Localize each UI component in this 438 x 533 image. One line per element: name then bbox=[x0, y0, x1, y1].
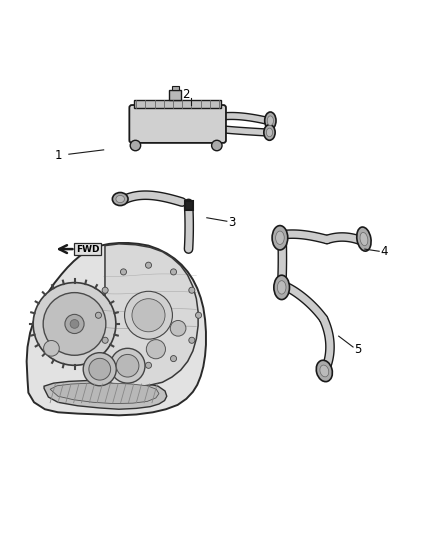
Circle shape bbox=[124, 292, 173, 339]
Circle shape bbox=[89, 358, 111, 380]
Ellipse shape bbox=[266, 128, 272, 137]
Text: 5: 5 bbox=[355, 343, 362, 356]
Circle shape bbox=[212, 140, 222, 151]
Polygon shape bbox=[27, 243, 206, 415]
Circle shape bbox=[145, 362, 152, 368]
Polygon shape bbox=[99, 244, 198, 386]
Ellipse shape bbox=[267, 116, 273, 125]
Circle shape bbox=[70, 320, 79, 328]
Text: 3: 3 bbox=[228, 216, 236, 230]
Bar bbox=[185, 201, 193, 210]
Ellipse shape bbox=[360, 232, 368, 246]
Ellipse shape bbox=[272, 225, 288, 250]
Circle shape bbox=[65, 314, 84, 334]
Polygon shape bbox=[44, 381, 167, 409]
Circle shape bbox=[120, 356, 127, 361]
Ellipse shape bbox=[265, 112, 276, 130]
Ellipse shape bbox=[277, 281, 286, 294]
Ellipse shape bbox=[264, 125, 275, 140]
Circle shape bbox=[120, 269, 127, 275]
Circle shape bbox=[33, 282, 116, 365]
Circle shape bbox=[195, 312, 201, 318]
Circle shape bbox=[130, 140, 141, 151]
Circle shape bbox=[43, 293, 106, 356]
Circle shape bbox=[83, 353, 116, 386]
Circle shape bbox=[95, 312, 102, 318]
FancyBboxPatch shape bbox=[129, 105, 226, 143]
Circle shape bbox=[132, 298, 165, 332]
Circle shape bbox=[170, 269, 177, 275]
Bar bbox=[134, 100, 221, 108]
Circle shape bbox=[102, 337, 108, 343]
Text: 4: 4 bbox=[381, 245, 388, 258]
Circle shape bbox=[145, 262, 152, 268]
Ellipse shape bbox=[274, 275, 290, 300]
Bar bbox=[172, 86, 179, 90]
Ellipse shape bbox=[320, 365, 329, 377]
Ellipse shape bbox=[316, 360, 332, 382]
Text: 2: 2 bbox=[183, 88, 190, 101]
Circle shape bbox=[170, 356, 177, 361]
Ellipse shape bbox=[276, 231, 284, 245]
Ellipse shape bbox=[357, 227, 371, 251]
Polygon shape bbox=[50, 383, 159, 403]
Bar bbox=[169, 90, 181, 100]
Circle shape bbox=[110, 349, 145, 383]
Ellipse shape bbox=[113, 192, 128, 206]
Ellipse shape bbox=[116, 196, 124, 203]
Circle shape bbox=[146, 340, 166, 359]
Circle shape bbox=[44, 341, 59, 356]
Circle shape bbox=[116, 354, 139, 377]
Circle shape bbox=[189, 337, 195, 343]
Circle shape bbox=[189, 287, 195, 293]
Circle shape bbox=[170, 320, 186, 336]
Text: 1: 1 bbox=[54, 149, 62, 162]
Circle shape bbox=[102, 287, 108, 293]
Text: FWD: FWD bbox=[76, 245, 99, 254]
